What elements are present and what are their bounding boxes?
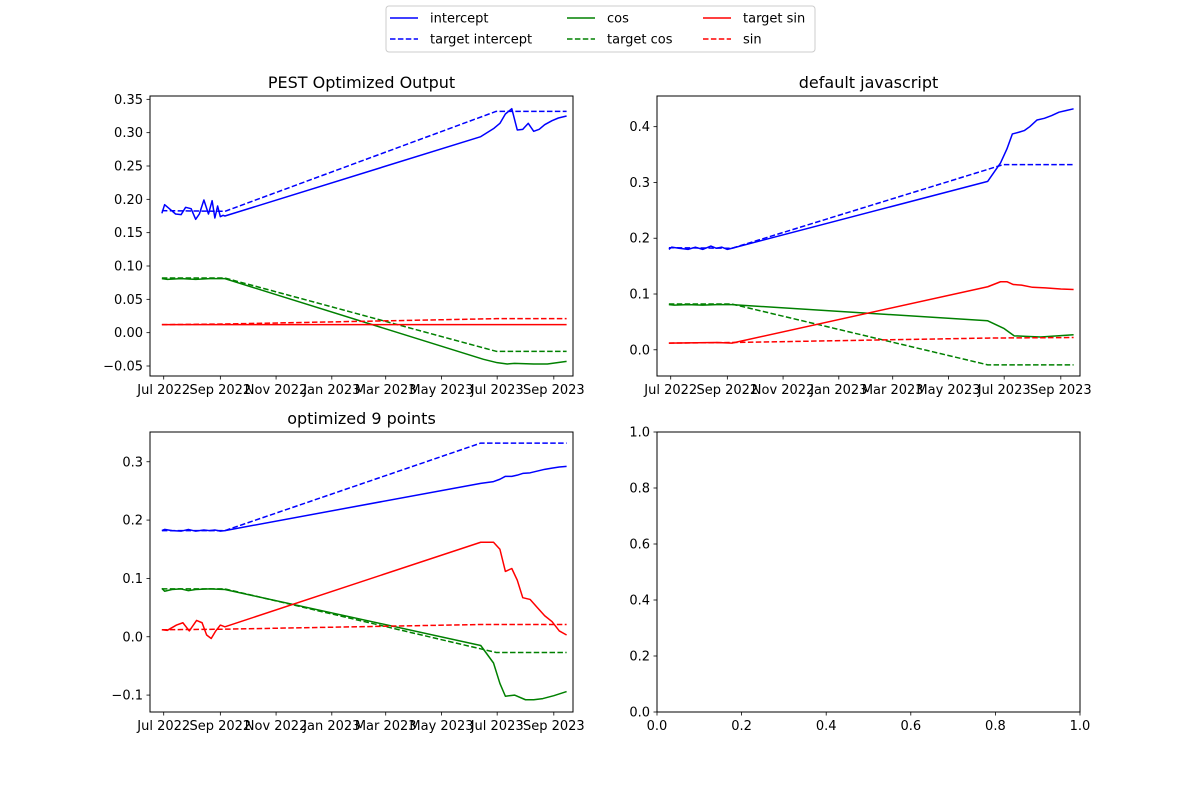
plot-area <box>668 108 1074 366</box>
legend-entry-sin: sin <box>703 33 762 48</box>
legend-entry-target-cos: target cos <box>567 33 673 48</box>
y-tick-label: 0.3 <box>122 455 143 470</box>
x-tick-label: Jul 2023 <box>977 383 1031 398</box>
x-tick-label: May 2023 <box>409 383 473 398</box>
x-tick-label: Jan 2023 <box>302 383 360 398</box>
x-tick-label: Sep 2022 <box>696 383 758 398</box>
axes-frame <box>149 95 574 377</box>
x-tick-label: Sep 2022 <box>189 719 251 734</box>
series-line-intercept <box>161 465 567 532</box>
y-tick-label: 0.0 <box>122 630 143 645</box>
y-tick-label: 0.20 <box>114 193 143 208</box>
x-tick-label: 0.0 <box>647 719 668 734</box>
y-tick-label: 0.15 <box>114 226 143 241</box>
legend-entry-target-sin: target sin <box>703 12 805 27</box>
y-tick-label: 0.3 <box>629 176 650 191</box>
y-tick-label: 0.35 <box>114 93 143 108</box>
series-line-sin <box>668 336 1074 344</box>
x-tick-label: Sep 2023 <box>523 383 585 398</box>
axes-frame <box>149 431 574 713</box>
legend-entry-target-intercept: target intercept <box>390 33 532 48</box>
series-line-target-intercept <box>161 110 567 213</box>
series-line-intercept <box>161 107 567 221</box>
y-tick-label: 0.2 <box>122 514 143 529</box>
subplot-empty: 0.0 0.2 0.4 0.6 0.8 1.0 0.0 0.2 0.4 0.6 0.8 1.0 <box>629 426 1090 735</box>
y-tick-label: 0.4 <box>629 120 650 135</box>
series-line-target-cos <box>668 303 1074 366</box>
series-line-target-cos <box>161 277 567 353</box>
x-tick-label: Nov 2022 <box>752 383 815 398</box>
axes-frame <box>656 431 1081 713</box>
x-tick-label: Nov 2022 <box>245 383 308 398</box>
legend-label: target intercept <box>430 33 532 48</box>
x-tick-label: Mar 2023 <box>355 719 417 734</box>
x-tick-label: Mar 2023 <box>862 383 924 398</box>
y-tick-label: 0.4 <box>629 594 650 609</box>
y-tick-label: 0.0 <box>629 343 650 358</box>
y-tick-label: 0.25 <box>114 160 143 175</box>
legend-label: intercept <box>430 12 489 27</box>
series-line-target-sin <box>161 541 567 640</box>
series-line-cos <box>161 277 567 365</box>
series-line-target-intercept <box>668 163 1074 250</box>
x-tick-label: Jul 2023 <box>470 719 524 734</box>
x-tick-label: May 2023 <box>916 383 980 398</box>
x-tick-label: Nov 2022 <box>245 719 308 734</box>
y-tick-label: 0.8 <box>629 482 650 497</box>
y-tick-label: 0.10 <box>114 260 143 275</box>
y-tick-label: 0.2 <box>629 232 650 247</box>
x-tick-label: Sep 2023 <box>523 719 585 734</box>
y-tick-label: 0.05 <box>114 293 143 308</box>
y-tick-label: 0.30 <box>114 126 143 141</box>
x-tick-label: 1.0 <box>1070 719 1091 734</box>
subplot-title: PEST Optimized Output <box>268 73 455 92</box>
x-tick-label: 0.2 <box>731 719 752 734</box>
y-tick-label: −0.1 <box>111 689 143 704</box>
y-tick-label: 1.0 <box>629 426 650 441</box>
x-tick-label: 0.8 <box>985 719 1006 734</box>
plot-area <box>161 107 567 365</box>
legend-label: sin <box>743 33 762 48</box>
x-tick-label: Sep 2022 <box>189 383 251 398</box>
y-tick-label: 0.1 <box>629 288 650 303</box>
x-tick-label: 0.4 <box>816 719 837 734</box>
y-tick-label: 0.00 <box>114 326 143 341</box>
y-tick-label: 0.2 <box>629 650 650 665</box>
series-line-target-cos <box>161 588 567 654</box>
legend-label: target sin <box>743 12 805 27</box>
x-tick-label: Jul 2022 <box>136 719 190 734</box>
x-tick-label: 0.6 <box>900 719 921 734</box>
x-tick-label: Jul 2022 <box>136 383 190 398</box>
subplot-title: optimized 9 points <box>287 409 436 428</box>
legend-label: target cos <box>607 33 673 48</box>
x-tick-label: Sep 2023 <box>1030 383 1092 398</box>
x-tick-label: Jan 2023 <box>809 383 867 398</box>
x-tick-label: Jan 2023 <box>302 719 360 734</box>
series-line-target-intercept <box>161 442 567 532</box>
x-tick-label: May 2023 <box>409 719 473 734</box>
y-tick-label: 0.6 <box>629 538 650 553</box>
y-tick-label: 0.1 <box>122 572 143 587</box>
legend: intercept target intercept cos target cos ta… <box>385 5 816 53</box>
x-tick-label: Jul 2023 <box>470 383 524 398</box>
plot-area <box>161 442 567 701</box>
subplot-title: default javascript <box>799 73 939 92</box>
legend-label: cos <box>607 12 629 27</box>
y-tick-label: −0.05 <box>103 360 143 375</box>
axes-frame <box>656 95 1081 377</box>
series-line-sin <box>161 317 567 326</box>
y-tick-label: 0.0 <box>629 706 650 721</box>
x-tick-label: Mar 2023 <box>355 383 417 398</box>
legend-entry-cos: cos <box>567 12 629 27</box>
x-tick-label: Jul 2022 <box>643 383 697 398</box>
legend-entry-intercept: intercept <box>390 12 489 27</box>
series-line-sin <box>161 623 567 631</box>
